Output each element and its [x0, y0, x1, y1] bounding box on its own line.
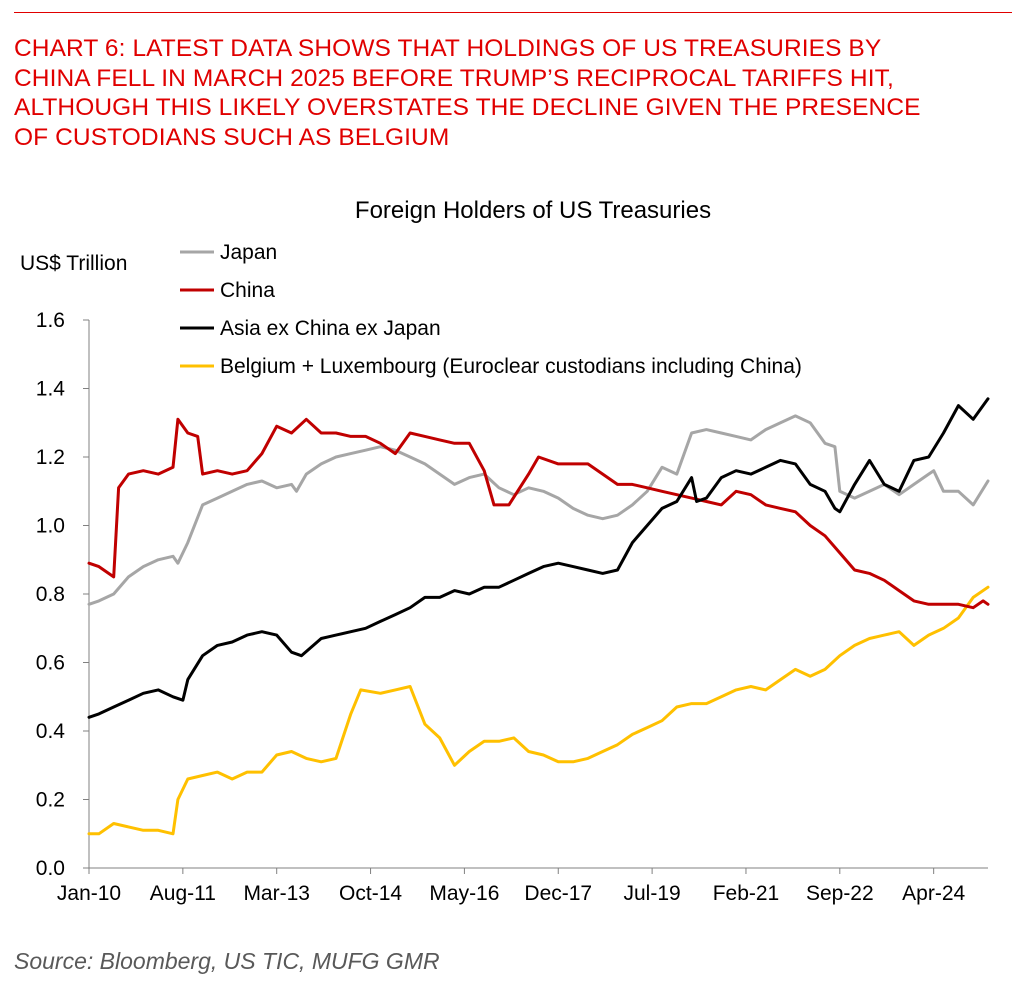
y-axis-label: US$ Trillion: [20, 252, 127, 275]
headline-line: CHART 6: LATEST DATA SHOWS THAT HOLDINGS…: [14, 35, 882, 62]
x-tick-label: Sep-22: [806, 882, 874, 905]
series-line: [87, 417, 990, 610]
x-tick-label: Jan-10: [57, 882, 121, 905]
x-tick-label: Feb-21: [713, 882, 780, 905]
x-tick-label: Apr-24: [902, 882, 965, 905]
header-rule: [14, 12, 1012, 13]
y-tick-label: 0.0: [36, 857, 65, 880]
y-tick-label: 1.6: [36, 309, 65, 332]
chart-title: Foreign Holders of US Treasuries: [355, 197, 711, 224]
series-line: [87, 585, 990, 836]
y-tick-label: 0.4: [36, 720, 66, 743]
y-tick-label: 1.0: [36, 515, 65, 538]
headline-line: OF CUSTODIANS SUCH AS BELGIUM: [14, 123, 450, 151]
x-axis: Jan-10 Aug-11 Mar-13 Oct-14 May-16 Dec-17 Jul-…: [57, 867, 988, 905]
legend-label: Japan: [220, 241, 277, 264]
y-axis: 0.0 0.2 0.4 0.6 0.8 1.0 1.2 1.4 1.6: [36, 309, 90, 880]
x-tick-label: Jul-19: [624, 882, 681, 905]
line-chart: Foreign Holders of US Treasuries US$ Tri…: [20, 197, 990, 905]
legend-label: Belgium + Luxembourg (Euroclear custodia…: [220, 355, 802, 378]
x-tick-label: Oct-14: [339, 882, 402, 905]
chart-headline: CHART 6: LATEST DATA SHOWS THAT HOLDINGS…: [14, 34, 1014, 152]
series-group: [87, 397, 990, 836]
y-tick-label: 0.8: [36, 583, 65, 606]
y-tick-label: 0.6: [36, 652, 65, 675]
series-line: [87, 414, 990, 606]
headline-line: CHINA FELL IN MARCH 2025 BEFORE TRUMP’S …: [14, 64, 894, 92]
y-tick-label: 1.4: [36, 378, 66, 401]
legend-label: Asia ex China ex Japan: [220, 317, 441, 340]
series-line: [87, 397, 990, 719]
x-tick-label: Aug-11: [150, 882, 216, 905]
x-tick-label: Dec-17: [524, 882, 592, 905]
headline-line: ALTHOUGH THIS LIKELY OVERSTATES THE DECL…: [14, 94, 921, 121]
source-note: Source: Bloomberg, US TIC, MUFG GMR: [14, 948, 440, 974]
y-tick-label: 0.2: [36, 789, 65, 812]
y-tick-label: 1.2: [36, 446, 65, 469]
x-tick-label: Mar-13: [243, 882, 310, 905]
legend-label: China: [220, 279, 275, 302]
legend: Japan China Asia ex China ex Japan Belgium …: [180, 241, 802, 378]
x-tick-label: May-16: [429, 882, 499, 905]
